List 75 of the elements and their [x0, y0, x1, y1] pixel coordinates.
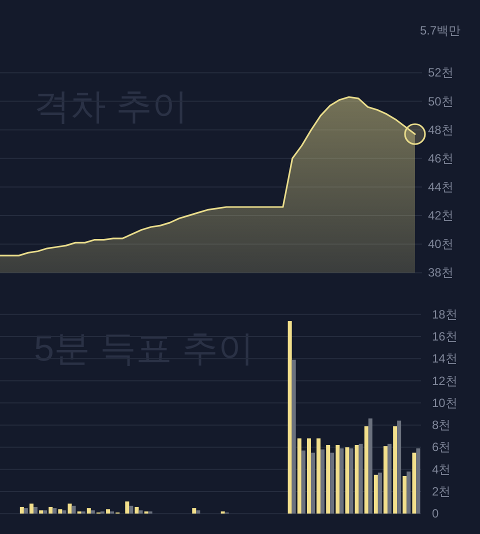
bar — [326, 444, 330, 514]
bar — [406, 472, 411, 514]
y-tick-label: 0 — [432, 506, 439, 521]
bar — [20, 506, 24, 514]
bar — [364, 426, 368, 514]
bar — [106, 509, 110, 514]
y-tick-label: 10천 — [432, 396, 458, 410]
bar — [301, 450, 306, 514]
bar — [39, 510, 44, 514]
bar — [33, 506, 38, 514]
bar — [288, 321, 292, 514]
bar — [220, 511, 225, 514]
bar — [90, 510, 95, 514]
y-tick-label: 42천 — [428, 208, 454, 223]
y-tick-label: 6천 — [432, 440, 451, 454]
bar — [349, 448, 354, 514]
bar — [196, 510, 200, 514]
bar — [316, 438, 321, 514]
y-tick-label: 2천 — [432, 484, 451, 498]
bar — [86, 508, 91, 514]
bar — [77, 511, 82, 514]
bar — [368, 418, 372, 514]
bar — [81, 511, 86, 514]
bar — [354, 444, 359, 514]
bar — [72, 506, 76, 514]
bar — [397, 420, 402, 514]
bar — [100, 511, 104, 514]
bar — [144, 511, 148, 514]
bar — [336, 444, 340, 514]
bar — [29, 504, 34, 514]
bar — [129, 506, 134, 514]
y-tick-label: 38천 — [428, 266, 454, 280]
bar — [134, 506, 139, 514]
y-tick-label: 12천 — [432, 374, 458, 388]
bar — [148, 511, 152, 514]
bar — [24, 508, 28, 514]
y-tick-label: 48천 — [428, 122, 454, 137]
bar — [358, 444, 363, 514]
bar — [416, 448, 420, 514]
bar — [68, 504, 72, 514]
y-tick-label: 50천 — [428, 94, 454, 108]
bar — [388, 444, 392, 514]
bar — [320, 449, 325, 514]
text: 5.7백만 — [420, 24, 461, 38]
bar — [384, 446, 388, 514]
y-tick-label: 46천 — [428, 151, 454, 166]
bar — [310, 452, 315, 514]
bar — [345, 447, 350, 514]
y-tick-label: 14천 — [432, 352, 458, 366]
bar — [402, 476, 407, 514]
bar — [330, 452, 334, 514]
y-tick-label: 40천 — [428, 237, 454, 252]
bar — [110, 511, 114, 514]
bar — [43, 510, 48, 514]
bar — [52, 508, 57, 514]
y-tick-label: 16천 — [432, 330, 458, 344]
y-tick-label: 18천 — [432, 307, 458, 322]
bar — [62, 510, 66, 514]
bar — [378, 472, 382, 514]
bar — [297, 438, 302, 514]
bar — [192, 508, 196, 514]
bar — [292, 360, 296, 514]
bar — [48, 506, 53, 514]
bar — [138, 510, 143, 514]
bar — [393, 426, 398, 514]
bar — [58, 509, 62, 514]
bar — [374, 474, 378, 514]
y-tick-label: 8천 — [432, 418, 451, 432]
y-tick-label: 44천 — [428, 180, 454, 194]
bar — [306, 438, 311, 514]
y-tick-label: 4천 — [432, 462, 451, 476]
bar — [125, 501, 130, 514]
bar — [340, 448, 344, 514]
y-tick-label: 52천 — [428, 66, 454, 80]
bar — [412, 452, 416, 514]
